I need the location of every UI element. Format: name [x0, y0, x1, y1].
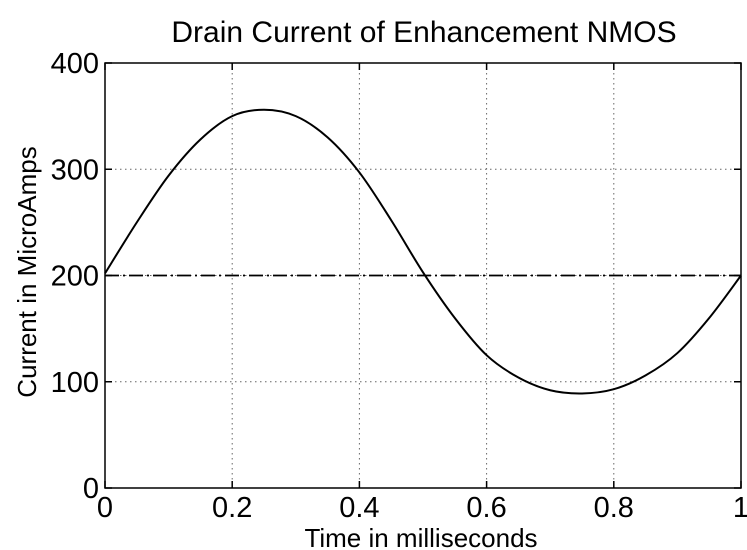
- x-tick-label: 0.4: [339, 492, 379, 524]
- y-tick-label: 200: [51, 261, 99, 293]
- x-tick-label: 1: [733, 492, 747, 524]
- x-tick-label: 0: [97, 492, 113, 524]
- y-tick-label: 0: [83, 473, 99, 505]
- y-tick-label: 300: [51, 154, 99, 186]
- series-solid-line: [104, 108, 742, 395]
- x-tick-label: 0.6: [466, 492, 506, 524]
- x-tick-label: 0.2: [212, 492, 252, 524]
- y-axis-label: Current in MicroAmps: [12, 146, 42, 397]
- x-axis-label: Time in milliseconds: [304, 523, 537, 550]
- y-tick-label: 400: [51, 48, 99, 80]
- chart-title: Drain Current of Enhancement NMOS: [171, 16, 676, 49]
- axis-ticks: 0 0.2 0.4 0.6 0.8 1 0 100 200 300 400: [51, 48, 747, 524]
- x-tick-label: 0.8: [594, 492, 634, 524]
- plot-series: [104, 108, 742, 395]
- y-tick-label: 100: [51, 367, 99, 399]
